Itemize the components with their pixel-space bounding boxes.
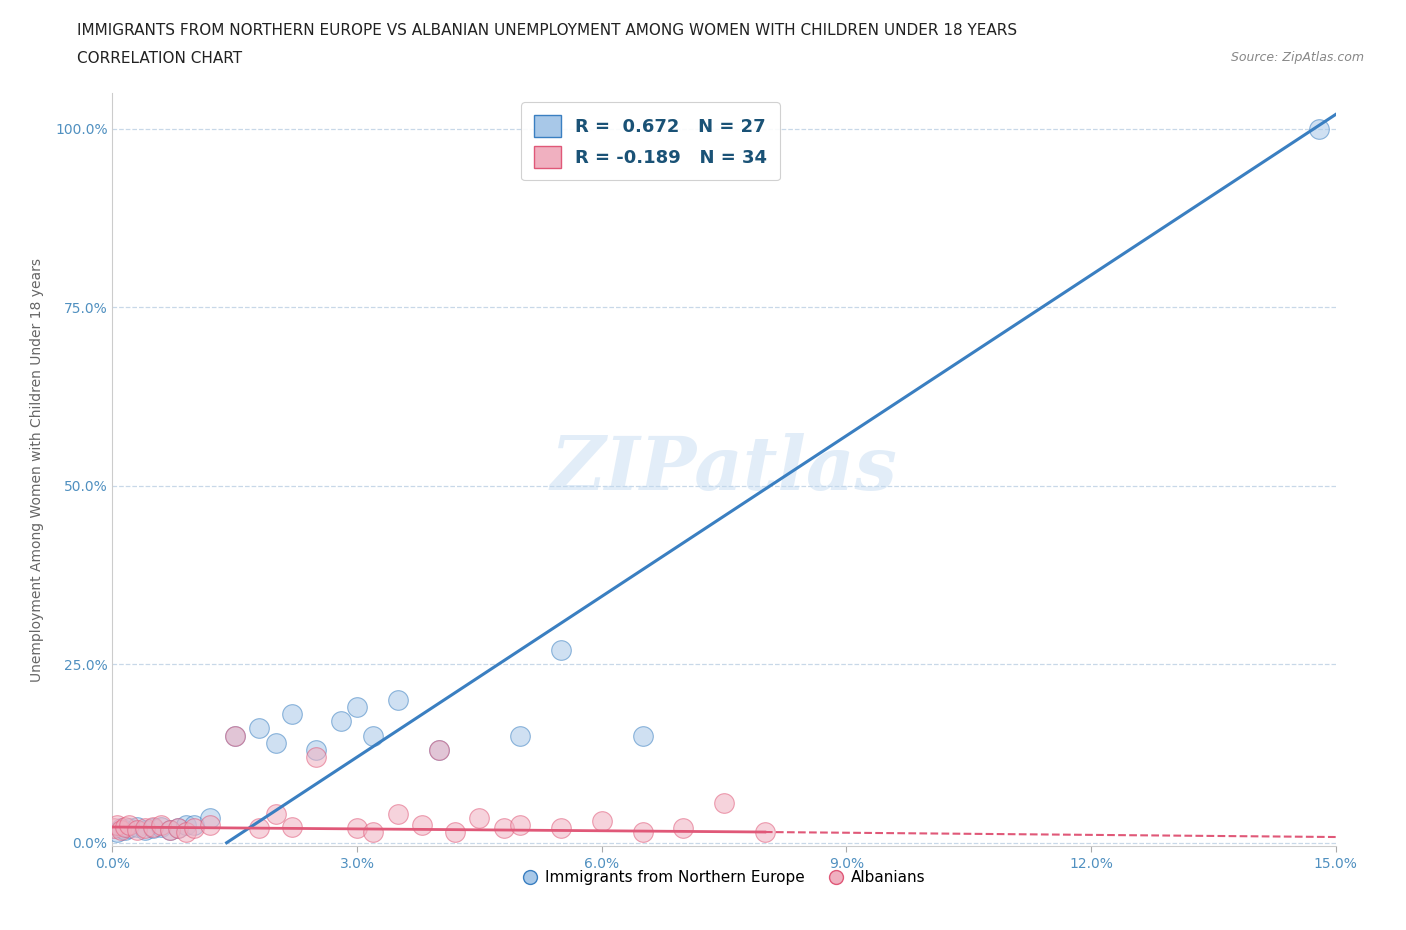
- Point: [159, 822, 181, 837]
- Point: [427, 742, 450, 757]
- Point: [174, 825, 197, 840]
- Point: [159, 822, 181, 837]
- Point: [591, 814, 613, 829]
- Y-axis label: Unemployment Among Women with Children Under 18 years: Unemployment Among Women with Children U…: [30, 258, 44, 682]
- Point: [105, 817, 128, 832]
- Point: [264, 806, 287, 821]
- Point: [305, 742, 328, 757]
- Point: [134, 822, 156, 837]
- Point: [1308, 121, 1330, 136]
- Point: [142, 821, 165, 836]
- Point: [142, 819, 165, 834]
- Point: [346, 699, 368, 714]
- Point: [411, 817, 433, 832]
- Point: [114, 822, 136, 837]
- Point: [103, 821, 125, 836]
- Point: [150, 819, 173, 834]
- Point: [672, 821, 695, 836]
- Text: CORRELATION CHART: CORRELATION CHART: [77, 51, 242, 66]
- Point: [492, 821, 515, 836]
- Point: [509, 728, 531, 743]
- Point: [281, 707, 304, 722]
- Point: [346, 821, 368, 836]
- Point: [125, 819, 148, 834]
- Point: [110, 821, 132, 836]
- Point: [427, 742, 450, 757]
- Point: [183, 821, 205, 836]
- Point: [150, 817, 173, 832]
- Point: [387, 693, 409, 708]
- Point: [125, 822, 148, 837]
- Point: [509, 817, 531, 832]
- Point: [224, 728, 246, 743]
- Point: [468, 810, 491, 825]
- Point: [631, 825, 654, 840]
- Point: [387, 806, 409, 821]
- Legend: Immigrants from Northern Europe, Albanians: Immigrants from Northern Europe, Albania…: [516, 864, 932, 891]
- Point: [363, 825, 385, 840]
- Point: [114, 819, 136, 834]
- Point: [550, 821, 572, 836]
- Point: [713, 796, 735, 811]
- Point: [329, 714, 352, 729]
- Point: [105, 825, 128, 840]
- Text: IMMIGRANTS FROM NORTHERN EUROPE VS ALBANIAN UNEMPLOYMENT AMONG WOMEN WITH CHILDR: IMMIGRANTS FROM NORTHERN EUROPE VS ALBAN…: [77, 23, 1018, 38]
- Text: Source: ZipAtlas.com: Source: ZipAtlas.com: [1230, 51, 1364, 64]
- Point: [118, 821, 141, 836]
- Point: [281, 819, 304, 834]
- Point: [224, 728, 246, 743]
- Point: [444, 825, 467, 840]
- Point: [134, 821, 156, 836]
- Point: [305, 750, 328, 764]
- Point: [264, 736, 287, 751]
- Point: [363, 728, 385, 743]
- Point: [200, 817, 222, 832]
- Point: [174, 817, 197, 832]
- Point: [166, 821, 188, 836]
- Point: [247, 821, 270, 836]
- Point: [754, 825, 776, 840]
- Point: [550, 643, 572, 658]
- Point: [183, 817, 205, 832]
- Point: [200, 810, 222, 825]
- Point: [166, 821, 188, 836]
- Point: [110, 822, 132, 837]
- Point: [247, 721, 270, 736]
- Point: [631, 728, 654, 743]
- Point: [118, 817, 141, 832]
- Text: ZIPatlas: ZIPatlas: [551, 433, 897, 506]
